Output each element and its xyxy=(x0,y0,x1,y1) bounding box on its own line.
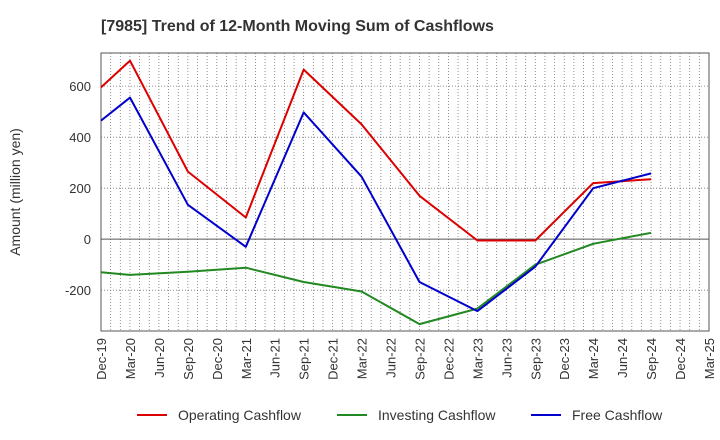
x-tick-label: Dec-22 xyxy=(441,338,456,380)
y-axis-title: Amount (million yen) xyxy=(7,128,23,256)
y-tick-label: 400 xyxy=(69,130,91,145)
y-tick-label: -200 xyxy=(65,283,91,298)
series-line-investing-cashflow xyxy=(100,231,652,326)
x-tick-label: Dec-20 xyxy=(210,338,225,380)
series-line-free-cashflow xyxy=(100,96,652,313)
x-tick-label: Sep-23 xyxy=(528,338,543,380)
x-tick-label: Jun-24 xyxy=(615,338,630,378)
x-tick-label: Dec-21 xyxy=(326,338,341,380)
x-tick-label: Jun-22 xyxy=(384,338,399,378)
chart-title: [7985] Trend of 12-Month Moving Sum of C… xyxy=(101,18,494,35)
x-tick-label: Sep-24 xyxy=(644,338,659,380)
x-tick-label: Dec-24 xyxy=(673,338,688,380)
y-tick-label: 0 xyxy=(84,232,91,247)
x-tick-label: Dec-23 xyxy=(557,338,572,380)
plot-frame xyxy=(100,52,710,332)
x-tick-label: Sep-20 xyxy=(181,338,196,380)
x-tick-label: Jun-21 xyxy=(268,338,283,378)
y-tick-label: 600 xyxy=(69,79,91,94)
x-axis-ticks: Dec-19 Mar-20 Jun-20 Sep-20 Dec-20 Mar-21 Jun-… xyxy=(94,338,717,380)
series-line-operating-cashflow xyxy=(100,59,652,242)
series-lines xyxy=(100,59,652,326)
x-tick-label: Mar-21 xyxy=(239,338,254,379)
x-tick-label: Sep-21 xyxy=(297,338,312,380)
legend-label: Investing Cashflow xyxy=(378,407,496,423)
legend-label: Free Cashflow xyxy=(572,407,663,423)
x-tick-label: Mar-20 xyxy=(123,338,138,379)
x-tick-label: Mar-24 xyxy=(586,338,601,379)
grid-lines xyxy=(101,53,709,331)
y-axis-ticks: -200 0 200 400 600 xyxy=(65,79,91,298)
legend: Operating Cashflow Investing Cashflow Free… xyxy=(137,407,663,423)
legend-label: Operating Cashflow xyxy=(178,407,302,423)
x-tick-label: Sep-22 xyxy=(412,338,427,380)
x-tick-label: Jun-23 xyxy=(499,338,514,378)
x-tick-label: Mar-22 xyxy=(355,338,370,379)
x-tick-label: Mar-23 xyxy=(470,338,485,379)
x-tick-label: Dec-19 xyxy=(94,338,109,380)
x-tick-label: Jun-20 xyxy=(152,338,167,378)
x-tick-label: Mar-25 xyxy=(702,338,717,379)
y-tick-label: 200 xyxy=(69,181,91,196)
plot-area xyxy=(100,52,710,332)
